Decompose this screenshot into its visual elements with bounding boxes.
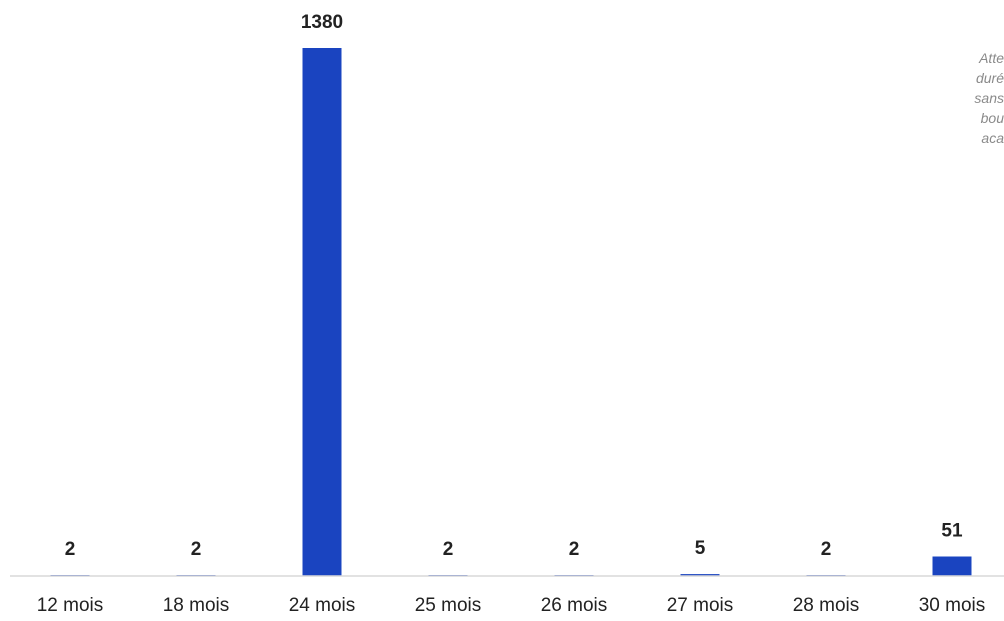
x-tick-label: 12 mois xyxy=(37,595,104,616)
value-label: 2 xyxy=(569,539,580,560)
bar-24-mois xyxy=(302,48,342,576)
annotation-line: sans xyxy=(974,90,1004,106)
annotation-line: duré xyxy=(976,70,1004,86)
value-label: 51 xyxy=(941,521,963,542)
value-label: 2 xyxy=(65,539,76,560)
value-label: 2 xyxy=(191,539,202,560)
bar-27-mois xyxy=(680,574,720,576)
bar-30-mois xyxy=(932,556,972,576)
annotation-note: Atte duré sans bou aca xyxy=(974,50,1004,146)
annotation-line: Atte xyxy=(978,50,1004,66)
x-tick-label: 18 mois xyxy=(163,595,230,616)
value-label: 2 xyxy=(443,539,454,560)
value-label: 1380 xyxy=(301,12,343,33)
value-label: 5 xyxy=(695,538,706,559)
x-tick-label: 24 mois xyxy=(289,595,356,616)
bars-group xyxy=(50,48,972,576)
annotation-line: bou xyxy=(981,110,1004,126)
x-tick-label: 27 mois xyxy=(667,595,734,616)
value-labels-group: 2 2 1380 2 2 5 2 51 xyxy=(65,12,963,560)
x-tick-labels-group: 12 mois 18 mois 24 mois 25 mois 26 mois 27 mo… xyxy=(37,595,986,616)
x-tick-label: 28 mois xyxy=(793,595,860,616)
annotation-line: aca xyxy=(981,130,1004,146)
x-tick-label: 25 mois xyxy=(415,595,482,616)
x-tick-label: 30 mois xyxy=(919,595,986,616)
x-tick-label: 26 mois xyxy=(541,595,608,616)
value-label: 2 xyxy=(821,539,832,560)
